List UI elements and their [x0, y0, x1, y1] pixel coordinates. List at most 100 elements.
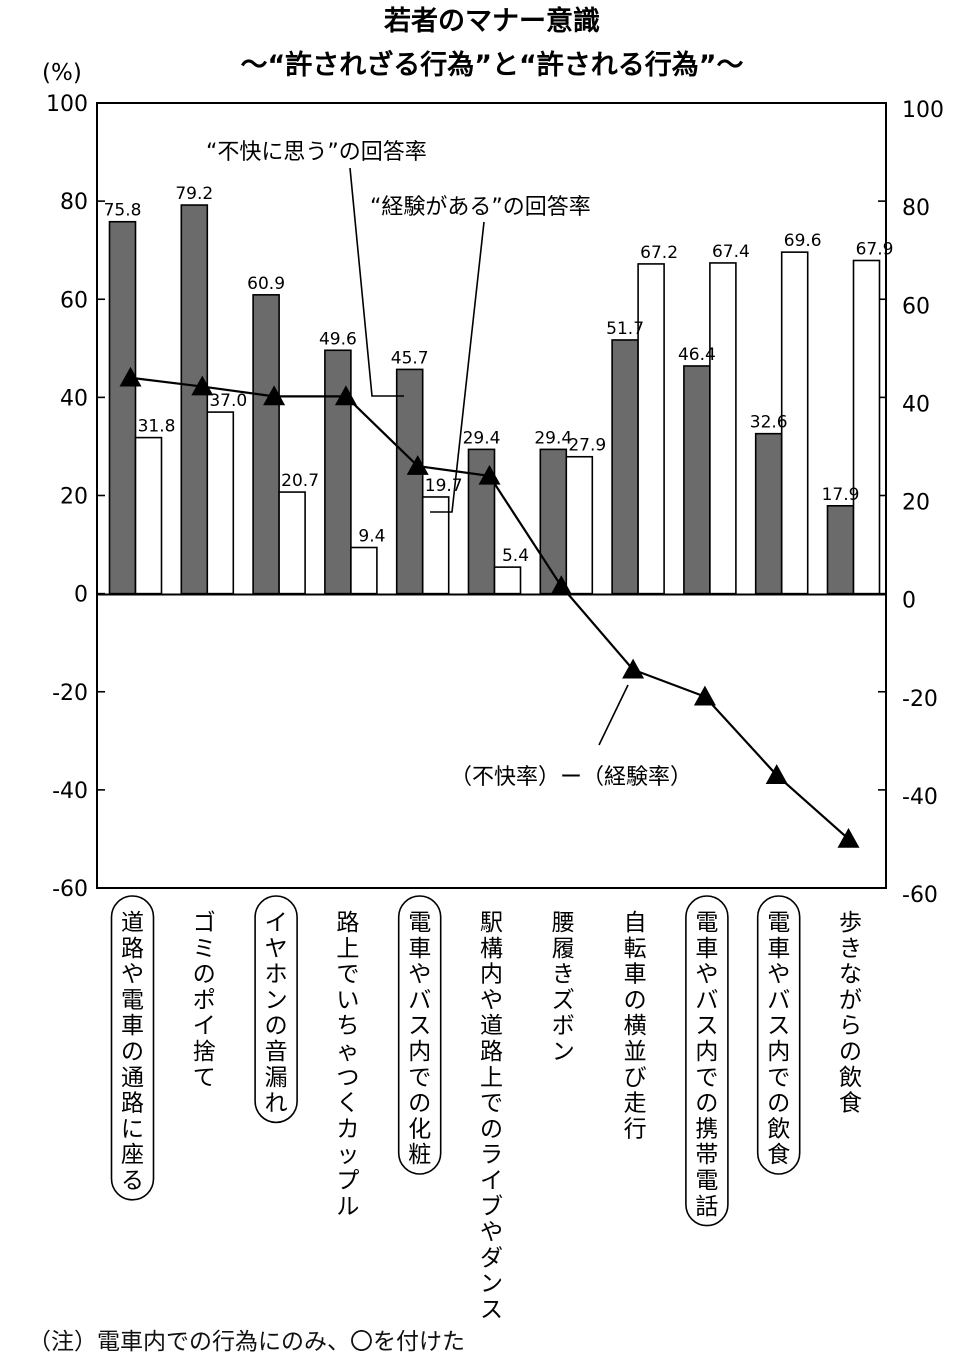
bar-experience [565, 455, 594, 595]
legend-experience: “経験がある”の回答率 [370, 195, 591, 220]
bar-discomfort [252, 294, 280, 595]
data-label-discomfort: 17.9 [822, 485, 860, 505]
bar-discomfort [108, 220, 137, 595]
bar-experience [493, 566, 522, 595]
leader-experience [430, 221, 485, 513]
data-label-discomfort: 46.4 [678, 345, 716, 365]
category-text: 道路や電車の通路に座る [121, 910, 144, 1194]
data-label-discomfort: 49.6 [319, 329, 357, 349]
category-circle [756, 895, 801, 1175]
data-label-experience: 27.9 [568, 436, 606, 456]
y-tick-label-right: 80 [902, 196, 930, 221]
category-text: ゴミのポイ捨て [193, 910, 216, 1091]
category-text: 電車やバス内での化粧 [408, 910, 431, 1168]
chart-title: 若者のマナー意識 [384, 5, 600, 37]
category-label: 道路や電車の通路に座る [110, 895, 155, 1201]
y-tick-label-left: 80 [60, 190, 88, 215]
footnote: （注）電車内での行為にのみ、〇を付けた [28, 1329, 465, 1355]
data-label-experience: 20.7 [281, 471, 319, 491]
category-text: 電車やバス内での携帯電話 [695, 910, 718, 1220]
category-circle [397, 895, 442, 1175]
legend-discomfort: “不快に思う”の回答率 [206, 140, 427, 165]
y-tick-label-right: -40 [902, 785, 938, 810]
data-label-discomfort: 79.2 [175, 184, 213, 204]
category-circle [254, 895, 298, 1124]
difference-marker [693, 685, 716, 706]
data-label-experience: 69.6 [784, 231, 822, 251]
category-label: 腰履きズボン [552, 910, 575, 1065]
category-text: 自転車の横並び走行 [624, 910, 647, 1142]
bar-experience [278, 491, 306, 595]
data-label-experience: 67.4 [712, 242, 750, 262]
y-tick-label-left: 100 [46, 92, 88, 117]
bar-discomfort [180, 204, 209, 595]
y-tick-label-right: -20 [902, 687, 938, 712]
category-label: 電車やバス内での飲食 [756, 895, 801, 1175]
bar-discomfort [826, 505, 855, 595]
category-text: 駅構内や道路上でのライブやダンス [480, 910, 503, 1323]
data-label-experience: 31.8 [138, 417, 176, 437]
bar-experience [134, 436, 163, 595]
bar-experience [852, 259, 881, 595]
y-tick-label-left: 0 [74, 583, 88, 608]
difference-marker [191, 375, 214, 396]
data-label-discomfort: 29.4 [463, 428, 501, 448]
category-circle [685, 895, 729, 1227]
bar-experience [709, 262, 737, 595]
difference-marker [406, 455, 429, 475]
data-label-discomfort: 32.6 [750, 413, 788, 433]
category-text: 歩きながらの飲食 [839, 910, 862, 1117]
bar-experience [637, 263, 665, 595]
bar-discomfort [395, 368, 424, 595]
category-label: 電車やバス内での化粧 [397, 895, 442, 1175]
y-tick-label-right: -60 [902, 883, 938, 908]
bar-discomfort [324, 349, 352, 595]
y-tick-label-right: 20 [902, 491, 930, 516]
bar-experience [780, 251, 809, 595]
data-label-experience: 5.4 [502, 546, 529, 566]
data-label-experience: 67.9 [856, 239, 894, 259]
y-tick-label-left: 20 [60, 485, 88, 510]
category-label: 電車やバス内での携帯電話 [685, 895, 729, 1227]
legend-difference: （不快率）ー（経験率） [450, 765, 692, 790]
category-circle [110, 895, 155, 1201]
data-label-discomfort: 75.8 [104, 201, 142, 221]
difference-marker [550, 575, 573, 596]
y-tick-label-right: 40 [902, 392, 930, 417]
leader-discomfort [349, 167, 404, 397]
difference-marker [334, 385, 357, 406]
difference-marker [837, 827, 860, 848]
difference-marker [263, 385, 286, 406]
data-label-discomfort: 29.4 [534, 428, 572, 448]
category-label: 路上でいちゃつくカップル [336, 910, 359, 1220]
bar-discomfort [754, 432, 783, 595]
data-label-experience: 67.2 [640, 243, 678, 263]
category-label: ゴミのポイ捨て [193, 910, 216, 1091]
difference-marker [622, 658, 645, 679]
y-tick-label-left: -20 [52, 681, 88, 706]
difference-marker [478, 464, 501, 485]
leader-difference [598, 684, 629, 746]
category-label: 自転車の横並び走行 [624, 910, 647, 1142]
category-text: 腰履きズボン [552, 910, 575, 1065]
category-label: イヤホンの音漏れ [254, 895, 298, 1124]
y-tick-label-left: -40 [52, 779, 88, 804]
data-label-experience: 37.0 [209, 391, 247, 411]
bar-experience [350, 546, 378, 595]
y-tick-label-right: 60 [902, 294, 930, 319]
y-tick-label-left: 40 [60, 386, 88, 411]
chart-subtitle: ～“許されざる行為”と“許される行為”～ [241, 49, 744, 81]
y-tick-label-left: 60 [60, 288, 88, 313]
bar-experience [206, 411, 235, 595]
category-text: イヤホンの音漏れ [265, 910, 288, 1117]
difference-marker [765, 764, 788, 784]
y-tick-label-left: -60 [52, 877, 88, 902]
data-label-discomfort: 51.7 [606, 319, 644, 339]
category-text: 路上でいちゃつくカップル [336, 910, 359, 1220]
bar-discomfort [683, 365, 711, 595]
category-text: 電車やバス内での飲食 [767, 910, 790, 1168]
data-label-experience: 9.4 [358, 527, 385, 547]
y-tick-label-right: 0 [902, 589, 916, 614]
bar-experience [421, 496, 450, 595]
